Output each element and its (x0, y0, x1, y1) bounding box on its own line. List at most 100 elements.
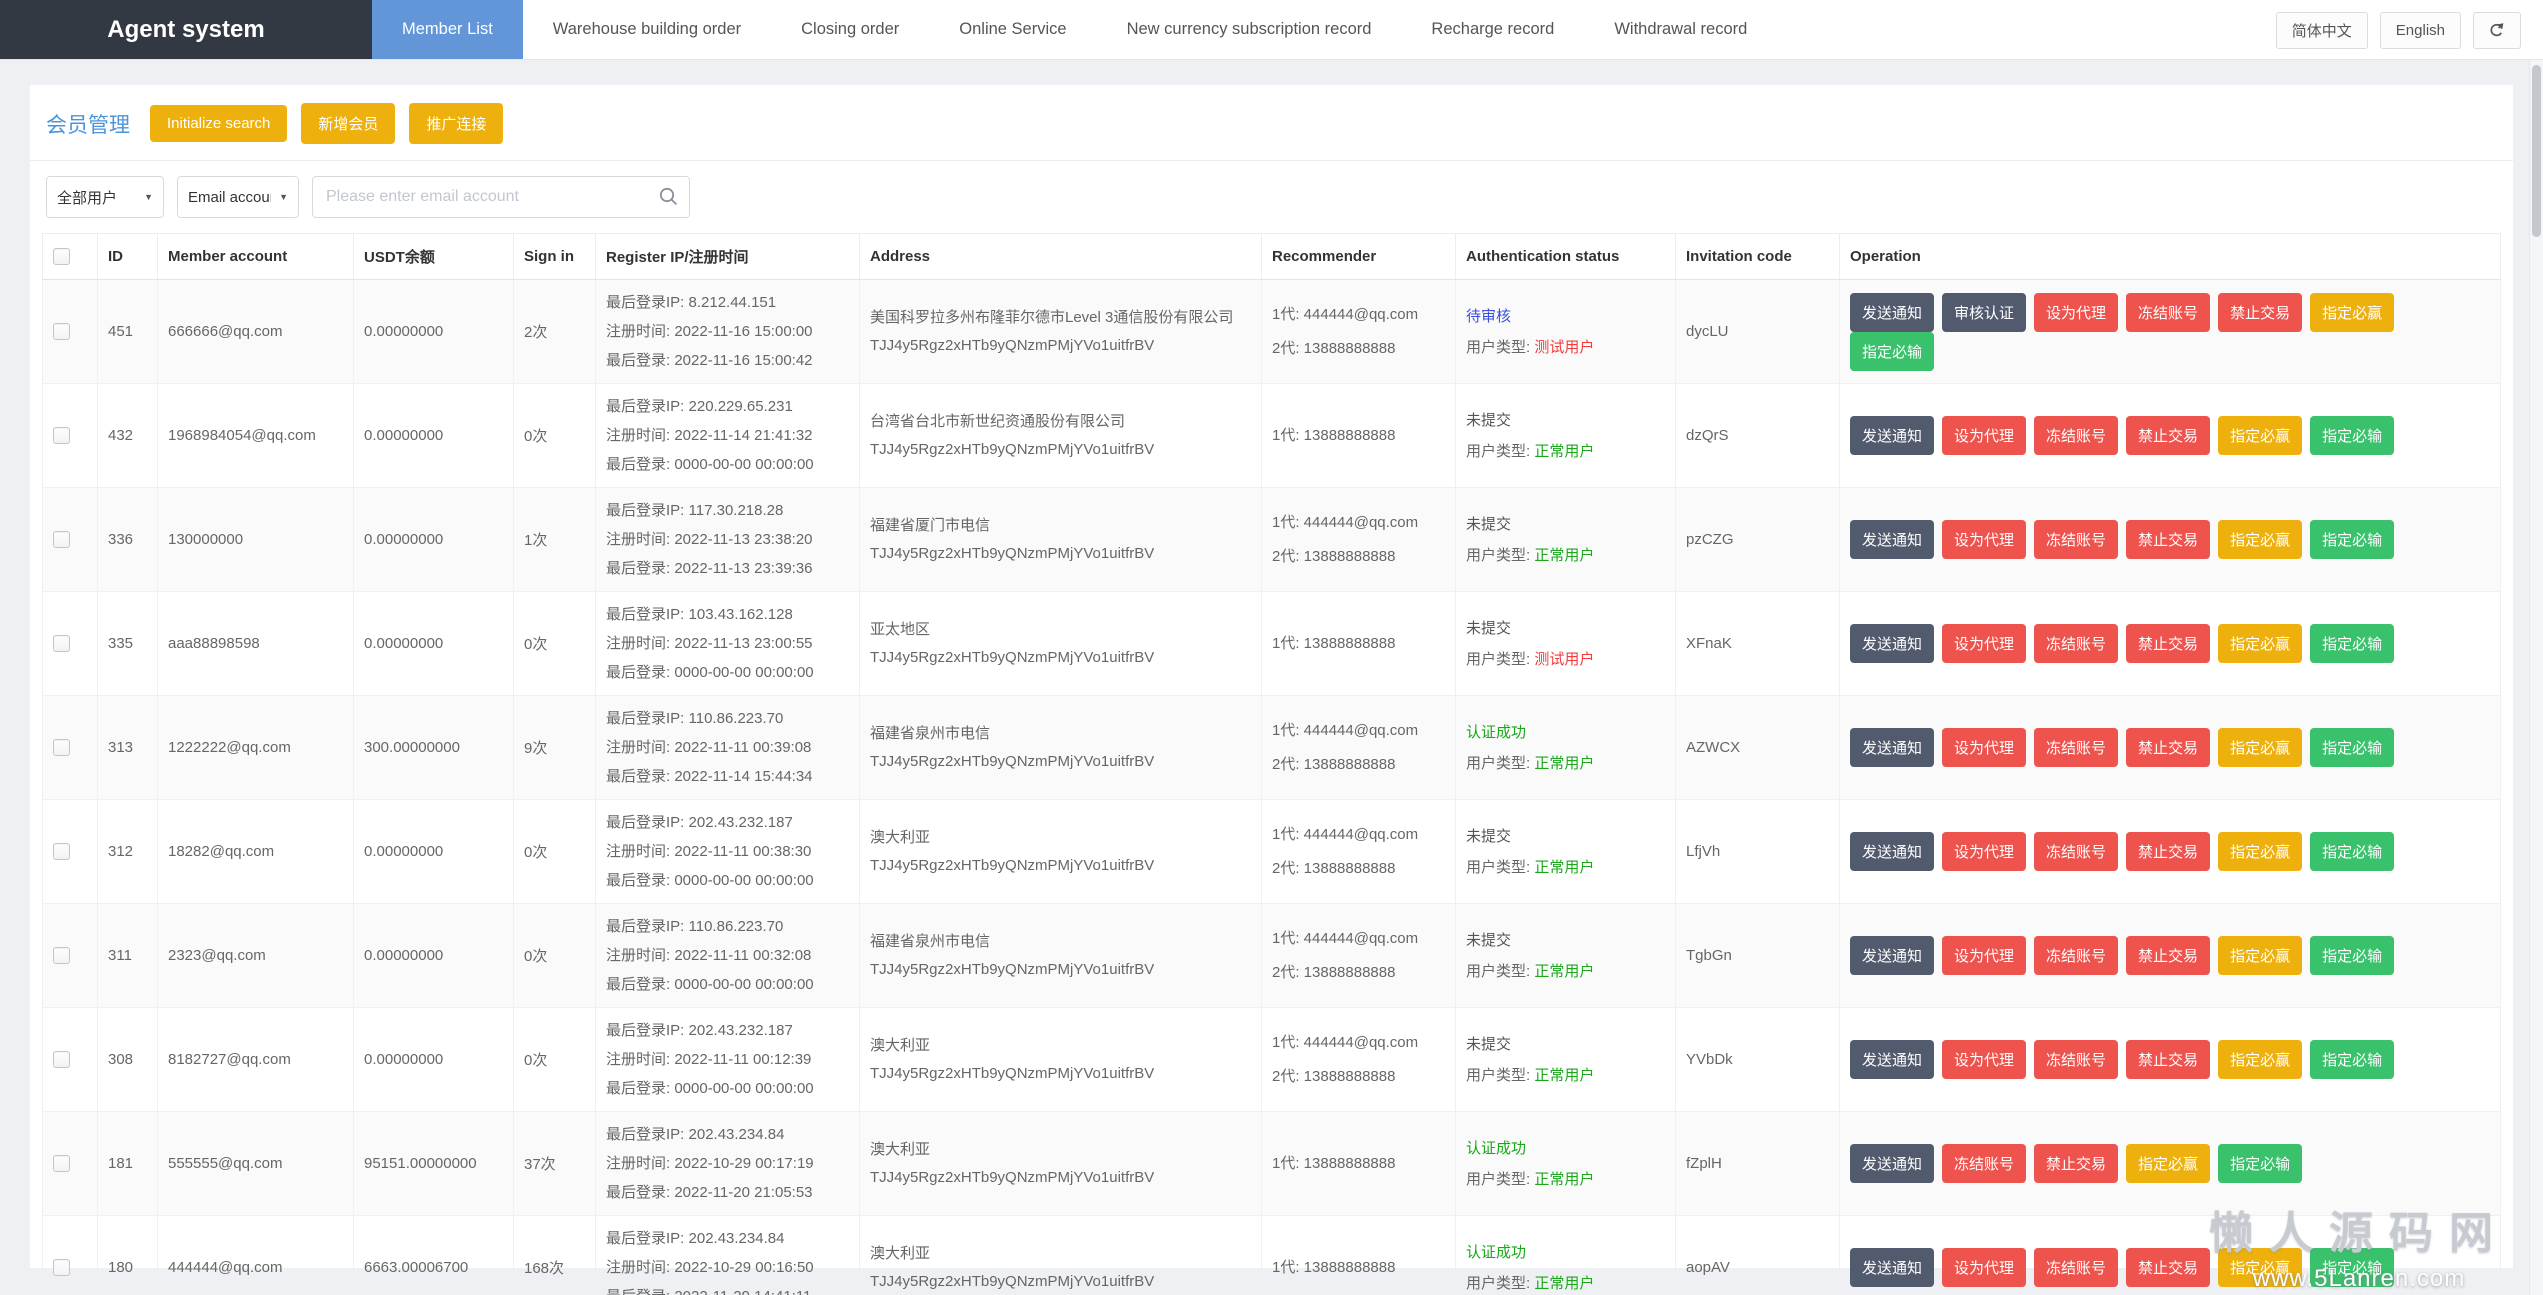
user-type-select[interactable]: 全部用户 ▼ (46, 176, 164, 218)
row-checkbox[interactable] (53, 739, 70, 756)
nav-tab[interactable]: Member List (372, 0, 523, 59)
op-win-button[interactable]: 指定必赢 (2218, 416, 2303, 455)
op-lose-button[interactable]: 指定必输 (2218, 1144, 2303, 1183)
sign-in-count: 37次 (513, 1111, 596, 1216)
nav-tab[interactable]: Recharge record (1431, 20, 1555, 38)
nav-tab[interactable]: Warehouse building order (552, 20, 742, 38)
op-ban-button[interactable]: 禁止交易 (2126, 1248, 2211, 1287)
add-member-button[interactable]: 新增会员 (301, 103, 396, 144)
member-row: 308 8182727@qq.com 0.00000000 0次 最后登录IP:… (42, 1007, 2501, 1112)
op-notify-button[interactable]: 发送通知 (1850, 292, 1935, 332)
logout-button[interactable] (2473, 12, 2521, 49)
op-notify-button[interactable]: 发送通知 (1850, 936, 1935, 975)
op-win-button[interactable]: 指定必赢 (2126, 1144, 2211, 1183)
op-agent-button[interactable]: 设为代理 (1942, 624, 2027, 663)
op-ban-button[interactable]: 禁止交易 (2126, 520, 2211, 559)
op-lose-button[interactable]: 指定必输 (2310, 728, 2395, 767)
op-agent-button[interactable]: 设为代理 (1942, 728, 2027, 767)
invitation-code: YVbDk (1675, 1007, 1840, 1112)
filter-row: 全部用户 ▼ Email account ▼ (30, 161, 2513, 233)
row-checkbox[interactable] (53, 1051, 70, 1068)
op-notify-button[interactable]: 发送通知 (1850, 624, 1935, 663)
nav-tab[interactable]: Closing order (801, 20, 900, 38)
nav-tab[interactable]: Online Service (959, 20, 1067, 38)
initialize-search-button[interactable]: Initialize search (150, 105, 288, 142)
row-checkbox[interactable] (53, 323, 70, 340)
op-freeze-button[interactable]: 冻结账号 (1942, 1144, 2027, 1183)
op-notify-button[interactable]: 发送通知 (1850, 1040, 1935, 1079)
op-win-button[interactable]: 指定必赢 (2218, 624, 2303, 663)
op-win-button[interactable]: 指定必赢 (2218, 520, 2303, 559)
op-freeze-button[interactable]: 冻结账号 (2034, 416, 2119, 455)
op-agent-button[interactable]: 设为代理 (1942, 1040, 2027, 1079)
op-lose-button[interactable]: 指定必输 (2310, 1040, 2395, 1079)
lang-zh-button[interactable]: 简体中文 (2275, 12, 2368, 49)
op-lose-button[interactable]: 指定必输 (2310, 416, 2395, 455)
op-ban-button[interactable]: 禁止交易 (2218, 292, 2303, 332)
op-ban-button[interactable]: 禁止交易 (2126, 624, 2211, 663)
invitation-code: LfjVh (1675, 799, 1840, 904)
op-agent-button[interactable]: 设为代理 (1942, 416, 2027, 455)
op-ban-button[interactable]: 禁止交易 (2126, 832, 2211, 871)
op-freeze-button[interactable]: 冻结账号 (2034, 832, 2119, 871)
op-win-button[interactable]: 指定必赢 (2218, 936, 2303, 975)
op-win-button[interactable]: 指定必赢 (2218, 832, 2303, 871)
op-ban-button[interactable]: 禁止交易 (2126, 416, 2211, 455)
promotion-link-button[interactable]: 推广连接 (409, 103, 504, 144)
select-all-checkbox[interactable] (53, 248, 70, 265)
row-checkbox[interactable] (53, 1259, 70, 1276)
op-notify-button[interactable]: 发送通知 (1850, 728, 1935, 767)
op-agent-button[interactable]: 设为代理 (1942, 1248, 2027, 1287)
op-freeze-button[interactable]: 冻结账号 (2034, 936, 2119, 975)
op-ban-button[interactable]: 禁止交易 (2126, 728, 2211, 767)
lang-en-button[interactable]: English (2379, 12, 2461, 49)
op-freeze-button[interactable]: 冻结账号 (2034, 1248, 2119, 1287)
op-agent-button[interactable]: 设为代理 (1942, 832, 2027, 871)
op-notify-button[interactable]: 发送通知 (1850, 416, 1935, 455)
op-win-button[interactable]: 指定必赢 (2310, 292, 2395, 332)
op-lose-button[interactable]: 指定必输 (2310, 520, 2395, 559)
row-checkbox[interactable] (53, 427, 70, 444)
op-win-button[interactable]: 指定必赢 (2218, 728, 2303, 767)
op-lose-button[interactable]: 指定必输 (2310, 1248, 2395, 1287)
nav-tabs: Member List Warehouse building order Closi… (372, 0, 1777, 59)
scrollbar-thumb[interactable] (2532, 65, 2541, 237)
op-lose-button[interactable]: 指定必输 (2310, 936, 2395, 975)
address: 福建省泉州市电信 TJJ4y5Rgz2xHTb9yQNzmPMjYVo1uitf… (859, 695, 1262, 800)
search-field-select[interactable]: Email account ▼ (177, 176, 299, 218)
member-account: 2323@qq.com (157, 903, 354, 1008)
op-freeze-button[interactable]: 冻结账号 (2034, 520, 2119, 559)
op-freeze-button[interactable]: 冻结账号 (2034, 624, 2119, 663)
address: 福建省泉州市电信 TJJ4y5Rgz2xHTb9yQNzmPMjYVo1uitf… (859, 903, 1262, 1008)
nav-tab[interactable]: New currency subscription record (1126, 20, 1372, 38)
search-input[interactable] (312, 176, 690, 218)
usdt-balance: 95151.00000000 (353, 1111, 514, 1216)
op-lose-button[interactable]: 指定必输 (2310, 832, 2395, 871)
row-checkbox[interactable] (53, 635, 70, 652)
op-review-button[interactable]: 审核认证 (1942, 292, 2027, 332)
op-notify-button[interactable]: 发送通知 (1850, 1144, 1935, 1183)
op-agent-button[interactable]: 设为代理 (2034, 292, 2119, 332)
op-freeze-button[interactable]: 冻结账号 (2034, 1040, 2119, 1079)
row-checkbox[interactable] (53, 531, 70, 548)
op-win-button[interactable]: 指定必赢 (2218, 1040, 2303, 1079)
op-win-button[interactable]: 指定必赢 (2218, 1248, 2303, 1287)
row-checkbox[interactable] (53, 947, 70, 964)
column-header: Recommender (1261, 233, 1456, 280)
row-checkbox[interactable] (53, 1155, 70, 1172)
nav-tab[interactable]: Withdrawal record (1614, 20, 1748, 38)
op-notify-button[interactable]: 发送通知 (1850, 1248, 1935, 1287)
search-icon[interactable] (658, 186, 679, 207)
op-freeze-button[interactable]: 冻结账号 (2126, 292, 2211, 332)
row-checkbox[interactable] (53, 843, 70, 860)
op-notify-button[interactable]: 发送通知 (1850, 832, 1935, 871)
op-agent-button[interactable]: 设为代理 (1942, 520, 2027, 559)
op-lose-button[interactable]: 指定必输 (1850, 331, 1935, 371)
op-freeze-button[interactable]: 冻结账号 (2034, 728, 2119, 767)
op-lose-button[interactable]: 指定必输 (2310, 624, 2395, 663)
op-ban-button[interactable]: 禁止交易 (2126, 1040, 2211, 1079)
op-notify-button[interactable]: 发送通知 (1850, 520, 1935, 559)
op-agent-button[interactable]: 设为代理 (1942, 936, 2027, 975)
op-ban-button[interactable]: 禁止交易 (2126, 936, 2211, 975)
op-ban-button[interactable]: 禁止交易 (2034, 1144, 2119, 1183)
